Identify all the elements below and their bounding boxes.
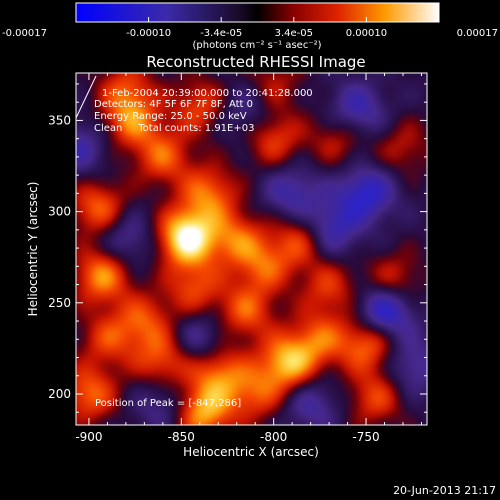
peak-position-label: Position of Peak = [-847,286]: [95, 398, 241, 409]
y-axis-label: Heliocentric Y (arcsec): [26, 182, 40, 317]
colorbar: [75, 2, 440, 23]
annotation-line: Energy Range: 25.0 - 50.0 keV: [94, 111, 247, 122]
colorbar-ticks: -0.00017 -0.00010 -3.4e-05 3.4e-05 0.00010 0.…: [2, 17, 498, 39]
annotation-line: Detectors: 4F 5F 6F 7F 8F, Att 0: [94, 99, 253, 110]
x-tick-label: -900: [75, 430, 102, 444]
x-tick-label: -800: [260, 430, 287, 444]
colorbar-unit-label: (photons cm⁻² s⁻¹ asec⁻²): [192, 40, 321, 51]
axes: -900 -850 -800 -750 200 250 300 350: [48, 73, 427, 444]
corner-line: [75, 75, 97, 119]
y-tick-label: 350: [48, 113, 71, 127]
x-tick-label: -750: [352, 430, 379, 444]
chart-title: Reconstructed RHESSI Image: [146, 53, 365, 71]
colorbar-tick-label: -3.4e-05: [200, 28, 242, 39]
annotation-line: Clean Total counts: 1.91E+03: [94, 123, 254, 134]
plot-frame: [75, 72, 428, 426]
colorbar-tick-label: 3.4e-05: [275, 28, 313, 39]
colorbar-tick-label: 0.00017: [457, 28, 498, 39]
annotation-line: 1-Feb-2004 20:39:00.000 to 20:41:28.000: [102, 88, 313, 99]
y-tick-label: 300: [48, 205, 71, 219]
colorbar-tick-label: 0.00010: [346, 28, 387, 39]
plot-area: -900 -850 -800 -750 200 250 300 350: [48, 72, 428, 444]
annotation-block: 1-Feb-2004 20:39:00.000 to 20:41:28.000 …: [94, 88, 313, 134]
colorbar-tick-label: -0.00017: [2, 28, 47, 39]
footer-timestamp: 20-Jun-2013 21:17: [393, 484, 496, 497]
y-tick-label: 250: [48, 296, 71, 310]
heatmap-image: [76, 73, 427, 425]
x-axis-label: Heliocentric X (arcsec): [183, 445, 319, 459]
x-tick-label: -850: [168, 430, 195, 444]
colorbar-tick-label: -0.00010: [126, 28, 171, 39]
y-tick-label: 200: [48, 387, 71, 401]
